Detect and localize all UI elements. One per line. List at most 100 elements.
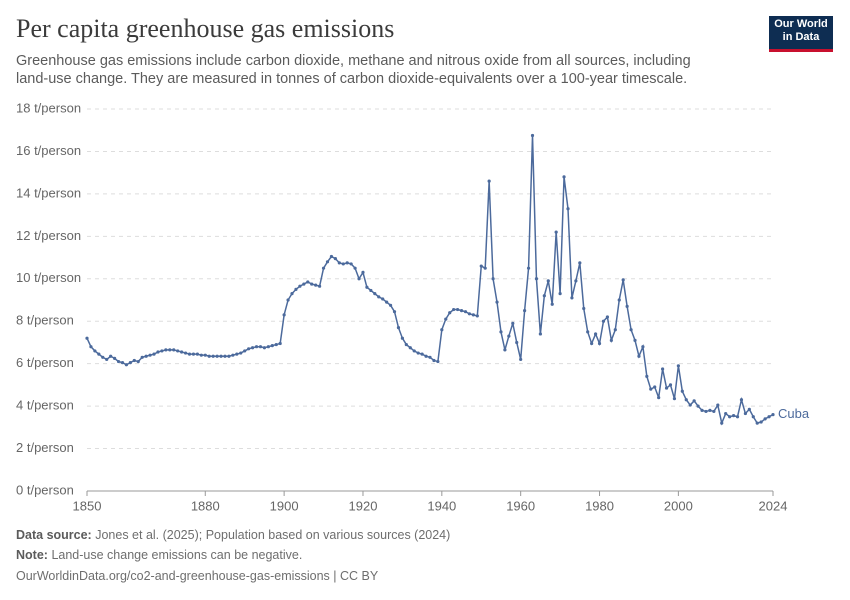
point [550, 302, 554, 306]
note: Note: Land-use change emissions can be n… [16, 548, 302, 562]
point [735, 415, 740, 419]
point [235, 352, 239, 356]
source-label: Data source: [16, 528, 92, 542]
series-label: Cuba [778, 406, 810, 421]
point [645, 374, 649, 378]
point [664, 386, 669, 390]
point [412, 349, 416, 353]
point [396, 325, 401, 330]
point [590, 341, 594, 346]
point [337, 261, 341, 265]
point [459, 309, 464, 313]
url[interactable]: OurWorldinData.org/co2-and-greenhouse-ga… [16, 569, 379, 583]
point [353, 266, 357, 270]
point [495, 300, 499, 304]
point [120, 361, 125, 365]
point [503, 348, 507, 352]
point [668, 383, 673, 387]
point [361, 270, 365, 275]
point [101, 355, 105, 359]
point [629, 328, 633, 332]
point [207, 354, 211, 358]
point [633, 338, 637, 342]
point [191, 352, 196, 356]
point [538, 332, 542, 336]
subtitle: Greenhouse gas emissions include carbon … [16, 53, 691, 87]
point [365, 285, 369, 289]
point [546, 279, 550, 283]
point [112, 356, 117, 360]
point [767, 415, 771, 419]
point [542, 294, 546, 298]
point [314, 283, 318, 287]
point [759, 420, 763, 424]
point [479, 264, 483, 268]
point [109, 354, 113, 358]
logo-line: Our World [774, 18, 828, 30]
x-tick-label: 1980 [585, 498, 614, 513]
point [392, 310, 397, 314]
point [578, 261, 582, 265]
chart: 0 t/person 2 t/person 4 t/person 6 t/person… [16, 100, 810, 513]
point [731, 414, 736, 418]
point [302, 282, 306, 286]
note-label: Note: [16, 548, 48, 562]
point [286, 298, 290, 302]
note-text: Land-use change emissions can be negativ… [51, 548, 303, 562]
point [661, 367, 665, 371]
y-tick-label: 18 t/person [16, 100, 81, 115]
point [554, 230, 558, 234]
point [487, 179, 491, 183]
point [274, 342, 278, 347]
point [716, 403, 720, 407]
point [637, 354, 641, 358]
y-tick-label: 2 t/person [16, 440, 74, 455]
point [341, 262, 345, 266]
point [684, 398, 688, 402]
point [511, 321, 515, 325]
point [448, 311, 452, 315]
point [523, 309, 527, 313]
point [593, 332, 598, 336]
series-line [86, 135, 774, 426]
x-tick-label: 1900 [270, 498, 299, 513]
point [696, 404, 700, 408]
point [124, 363, 129, 367]
point [688, 403, 692, 407]
point [526, 266, 531, 270]
point [329, 254, 334, 259]
x-tick-label: 2000 [664, 498, 693, 513]
point [436, 359, 440, 364]
y-tick-label: 8 t/person [16, 313, 74, 328]
point [195, 352, 199, 356]
point [747, 407, 751, 411]
point [140, 355, 144, 359]
x-tick-label: 1920 [349, 498, 378, 513]
x-tick-label: 1960 [506, 498, 535, 513]
point [641, 345, 645, 349]
point [507, 334, 511, 338]
point [609, 338, 613, 342]
point [692, 399, 696, 403]
point [444, 317, 448, 321]
y-tick-label: 0 t/person [16, 482, 74, 497]
point [278, 341, 282, 346]
point [483, 266, 487, 270]
point [613, 328, 617, 332]
point [700, 408, 704, 412]
point [755, 421, 759, 425]
logo[interactable]: Our World in Data [769, 16, 833, 52]
point [416, 351, 420, 355]
point [227, 354, 231, 358]
point [680, 389, 684, 393]
y-tick-label: 6 t/person [16, 355, 74, 370]
point [85, 336, 89, 340]
x-tick-label: 1940 [427, 498, 456, 513]
point [381, 297, 385, 301]
point [258, 345, 263, 349]
point [254, 345, 259, 349]
point [440, 328, 444, 332]
point [558, 292, 562, 296]
point [199, 353, 203, 357]
point [203, 353, 207, 357]
